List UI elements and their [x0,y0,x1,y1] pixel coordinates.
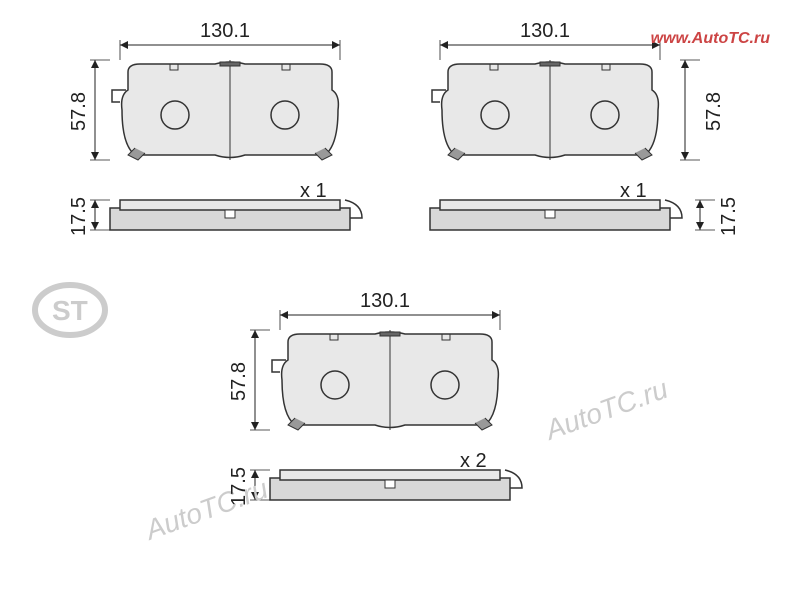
watermark-url: www.AutoTC.ru [651,30,770,48]
brake-pad-bottom [272,330,498,430]
dim-t2-label: 17.5 [718,197,741,236]
watermark-diag: AutoTC.ru [140,473,273,547]
brake-pad-side-left [110,200,362,230]
dim-t1-label: 17.5 [68,197,91,236]
dim-height-1 [90,60,110,160]
qty-1a: x 1 [300,180,327,203]
qty-2: x 2 [460,450,487,473]
qty-1b: x 1 [620,180,647,203]
dim-width-1 [120,40,340,60]
dim-h1-label: 57.8 [68,92,91,131]
dim-thick-2 [695,200,715,230]
dim-width-2 [440,40,660,60]
dim-w3-label: 130.1 [360,290,410,313]
dim-h3-label: 57.8 [228,362,251,401]
svg-text:ST: ST [52,295,88,326]
watermark-diag-2: AutoTC.ru [540,373,673,447]
dim-w1-label: 130.1 [200,20,250,43]
dim-width-3 [280,310,500,330]
brake-pad-top-left [112,60,338,160]
diagram-canvas: AutoTC.ru AutoTC.ru ST www.AutoTC.ru 130… [0,0,800,600]
dim-w2-label: 130.1 [520,20,570,43]
sat-logo: ST [35,285,105,335]
brake-pad-top-right [432,60,658,160]
brake-pad-side-bottom [270,470,522,500]
dim-t3-label: 17.5 [228,467,251,506]
dim-height-2 [680,60,700,160]
dim-thick-1 [90,200,110,230]
brake-pad-side-right [430,200,682,230]
dim-height-3 [250,330,270,430]
dim-h2-label: 57.8 [703,92,726,131]
